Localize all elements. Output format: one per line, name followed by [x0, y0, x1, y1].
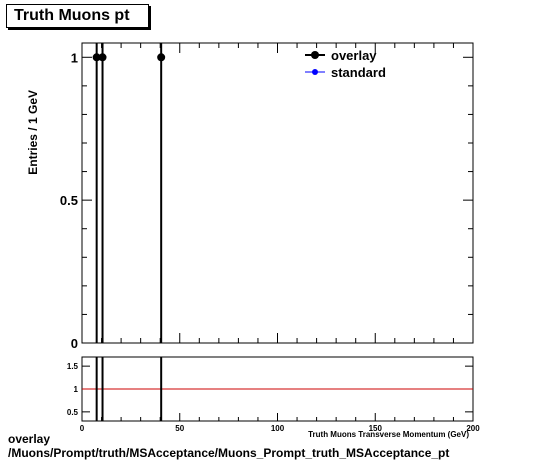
- chart-title: Truth Muons pt: [14, 7, 130, 24]
- y-tick-label: 0.5: [60, 193, 78, 208]
- ratio-x-tick-label: 50: [175, 424, 184, 433]
- ratio-x-tick-label: 200: [466, 424, 480, 433]
- overlay-point: [98, 53, 107, 62]
- ratio-y-tick-label: 1.5: [67, 362, 79, 371]
- legend-overlay-marker: [311, 51, 319, 59]
- x-axis-label: Truth Muons Transverse Momentum (GeV): [308, 430, 469, 439]
- y-tick-label: 0: [71, 336, 78, 351]
- overlay-point: [92, 53, 101, 62]
- overlay-point: [157, 53, 166, 62]
- footer-label: overlay: [8, 432, 51, 446]
- legend-standard-label: standard: [331, 65, 386, 80]
- y-axis-label: Entries / 1 GeV: [26, 90, 40, 175]
- ratio-y-tick-label: 0.5: [67, 408, 79, 417]
- y-tick-label: 1: [71, 50, 78, 65]
- ratio-y-tick-label: 1: [74, 385, 79, 394]
- footer-path: /Muons/Prompt/truth/MSAcceptance/Muons_P…: [8, 446, 450, 460]
- ratio-x-tick-label: 100: [271, 424, 285, 433]
- main-plot-frame: [81, 42, 474, 344]
- legend-overlay-label: overlay: [331, 48, 377, 63]
- legend-standard-marker: [312, 69, 318, 75]
- title-box: Truth Muons pt: [6, 4, 149, 28]
- ratio-x-tick-label: 0: [80, 424, 85, 433]
- ratio-x-tick-label: 150: [369, 424, 383, 433]
